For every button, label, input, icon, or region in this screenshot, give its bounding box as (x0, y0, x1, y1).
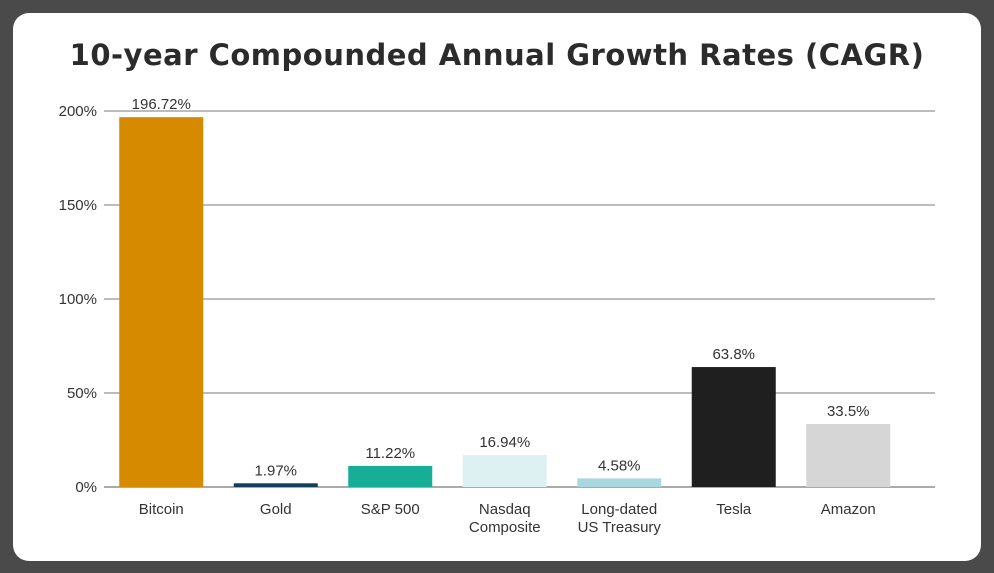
data-label: 63.8% (712, 346, 755, 363)
x-tick-label: Long-dated US Treasury (578, 501, 662, 536)
data-label: 33.5% (827, 403, 870, 420)
x-tick-label: Tesla (716, 501, 752, 518)
data-label: 16.94% (479, 434, 530, 451)
chart-title: 10-year Compounded Annual Growth Rates (… (69, 38, 925, 72)
y-tick-label: 200% (59, 103, 97, 120)
bar (462, 455, 547, 487)
bar (348, 465, 433, 487)
bar (577, 478, 662, 487)
bar (119, 117, 204, 488)
data-label: 1.97% (254, 462, 297, 479)
x-tick-label: Bitcoin (139, 501, 184, 518)
bar (806, 424, 891, 487)
x-tick-label: Amazon (821, 501, 876, 518)
data-label: 196.72% (132, 96, 191, 113)
y-tick-label: 0% (75, 479, 97, 496)
y-tick-label: 100% (59, 291, 97, 308)
data-label: 11.22% (365, 445, 415, 462)
x-tick-label: Nasdaq Composite (469, 501, 541, 536)
bar (233, 483, 318, 487)
x-tick-label: S&P 500 (361, 501, 420, 518)
bar (691, 367, 776, 487)
x-tick-label: Gold (260, 501, 292, 518)
y-tick-label: 150% (59, 197, 97, 214)
data-label: 4.58% (598, 457, 641, 474)
y-tick-label: 50% (67, 385, 97, 402)
